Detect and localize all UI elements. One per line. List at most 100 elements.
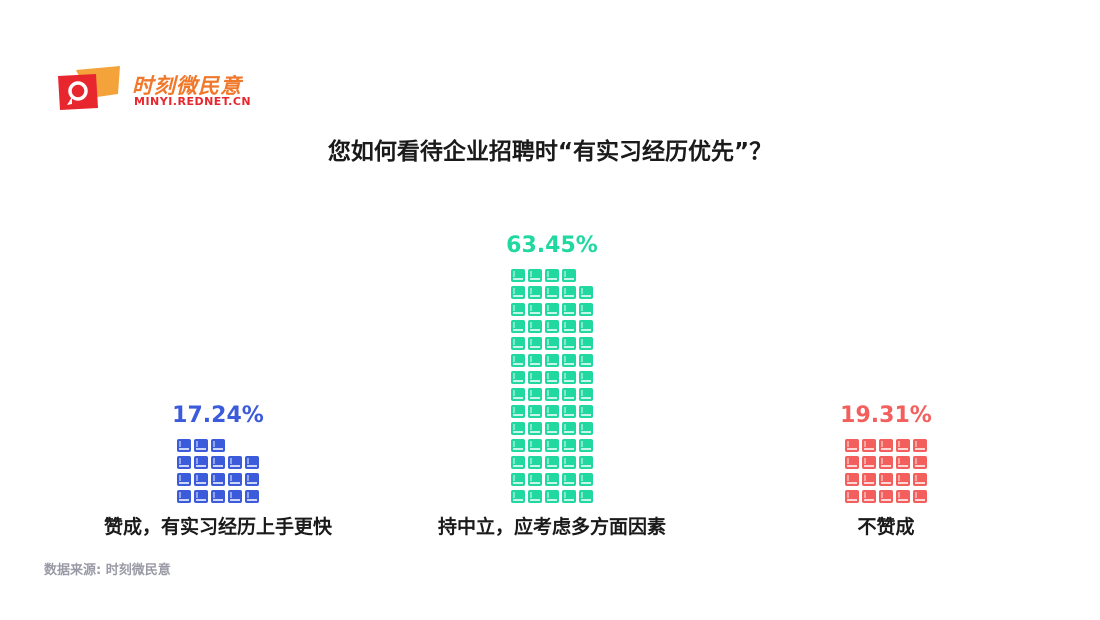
book-icon	[528, 303, 542, 316]
category-label-neutral: 持中立，应考虑多方面因素	[437, 516, 666, 538]
book-icon	[177, 473, 191, 486]
book-icon	[528, 371, 542, 384]
book-icon	[862, 473, 876, 486]
book-icon	[545, 490, 559, 503]
book-icon	[177, 439, 191, 452]
book-icon	[194, 456, 208, 469]
category-label-disagree: 不赞成	[857, 516, 915, 538]
book-icon	[862, 456, 876, 469]
book-icon	[579, 422, 593, 435]
book-icon	[579, 490, 593, 503]
book-icon	[879, 456, 893, 469]
book-icon	[879, 439, 893, 452]
book-icon	[579, 354, 593, 367]
book-icon	[528, 388, 542, 401]
book-icon	[562, 456, 576, 469]
book-icon	[545, 422, 559, 435]
data-label-neutral: 63.45%	[506, 233, 598, 258]
bar-disagree	[845, 439, 927, 503]
category-label-agree: 赞成，有实习经历上手更快	[103, 516, 332, 538]
book-icon	[211, 439, 225, 452]
brand-logo: 时刻微民意 MINYI.REDNET.CN	[56, 64, 256, 114]
book-icon	[528, 422, 542, 435]
book-icon	[511, 371, 525, 384]
book-icon	[177, 456, 191, 469]
book-icon	[562, 269, 576, 282]
book-icon	[913, 473, 927, 486]
book-icon	[896, 473, 910, 486]
book-icon	[913, 456, 927, 469]
book-icon	[511, 422, 525, 435]
book-icon	[562, 286, 576, 299]
book-icon	[177, 490, 191, 503]
book-icon	[562, 490, 576, 503]
book-icon	[896, 490, 910, 503]
book-icon	[528, 439, 542, 452]
book-icon	[511, 286, 525, 299]
book-icon	[545, 320, 559, 333]
book-icon	[579, 371, 593, 384]
book-icon	[545, 371, 559, 384]
book-icon	[511, 320, 525, 333]
book-icon	[211, 456, 225, 469]
book-icon	[528, 405, 542, 418]
book-icon	[562, 388, 576, 401]
book-icon	[579, 405, 593, 418]
book-icon	[845, 456, 859, 469]
book-icon	[879, 490, 893, 503]
book-icon	[511, 473, 525, 486]
logo-name: 时刻微民意	[132, 74, 242, 98]
book-icon	[194, 490, 208, 503]
book-icon	[562, 303, 576, 316]
book-icon	[545, 439, 559, 452]
book-icon	[562, 354, 576, 367]
book-icon	[211, 473, 225, 486]
logo-url: MINYI.REDNET.CN	[134, 95, 252, 108]
book-icon	[511, 388, 525, 401]
book-icon	[528, 320, 542, 333]
book-icon	[511, 490, 525, 503]
book-icon	[562, 337, 576, 350]
book-icon	[511, 303, 525, 316]
book-icon	[862, 439, 876, 452]
book-icon	[896, 439, 910, 452]
book-icon	[194, 439, 208, 452]
book-icon	[511, 269, 525, 282]
book-icon	[511, 337, 525, 350]
book-icon	[579, 439, 593, 452]
book-icon	[194, 473, 208, 486]
book-icon	[879, 473, 893, 486]
book-icon	[511, 354, 525, 367]
book-icon	[228, 490, 242, 503]
book-icon	[896, 456, 910, 469]
book-icon	[545, 388, 559, 401]
book-icon	[913, 439, 927, 452]
book-icon	[528, 286, 542, 299]
logo-mark-icon	[58, 66, 120, 110]
book-icon	[528, 490, 542, 503]
book-icon	[245, 456, 259, 469]
book-icon	[545, 405, 559, 418]
book-icon	[562, 473, 576, 486]
book-icon	[528, 337, 542, 350]
book-icon	[545, 303, 559, 316]
data-source-note: 数据来源: 时刻微民意	[44, 563, 171, 578]
book-icon	[845, 473, 859, 486]
book-icon	[528, 473, 542, 486]
book-icon	[228, 473, 242, 486]
book-icon	[545, 354, 559, 367]
book-icon	[579, 337, 593, 350]
book-icon	[579, 303, 593, 316]
book-icon	[511, 456, 525, 469]
book-icon	[579, 388, 593, 401]
book-icon	[562, 320, 576, 333]
book-icon	[245, 490, 259, 503]
book-icon	[545, 473, 559, 486]
book-icon	[579, 456, 593, 469]
book-icon	[562, 439, 576, 452]
book-icon	[562, 371, 576, 384]
book-icon	[545, 456, 559, 469]
book-icon	[511, 439, 525, 452]
book-icon	[579, 320, 593, 333]
